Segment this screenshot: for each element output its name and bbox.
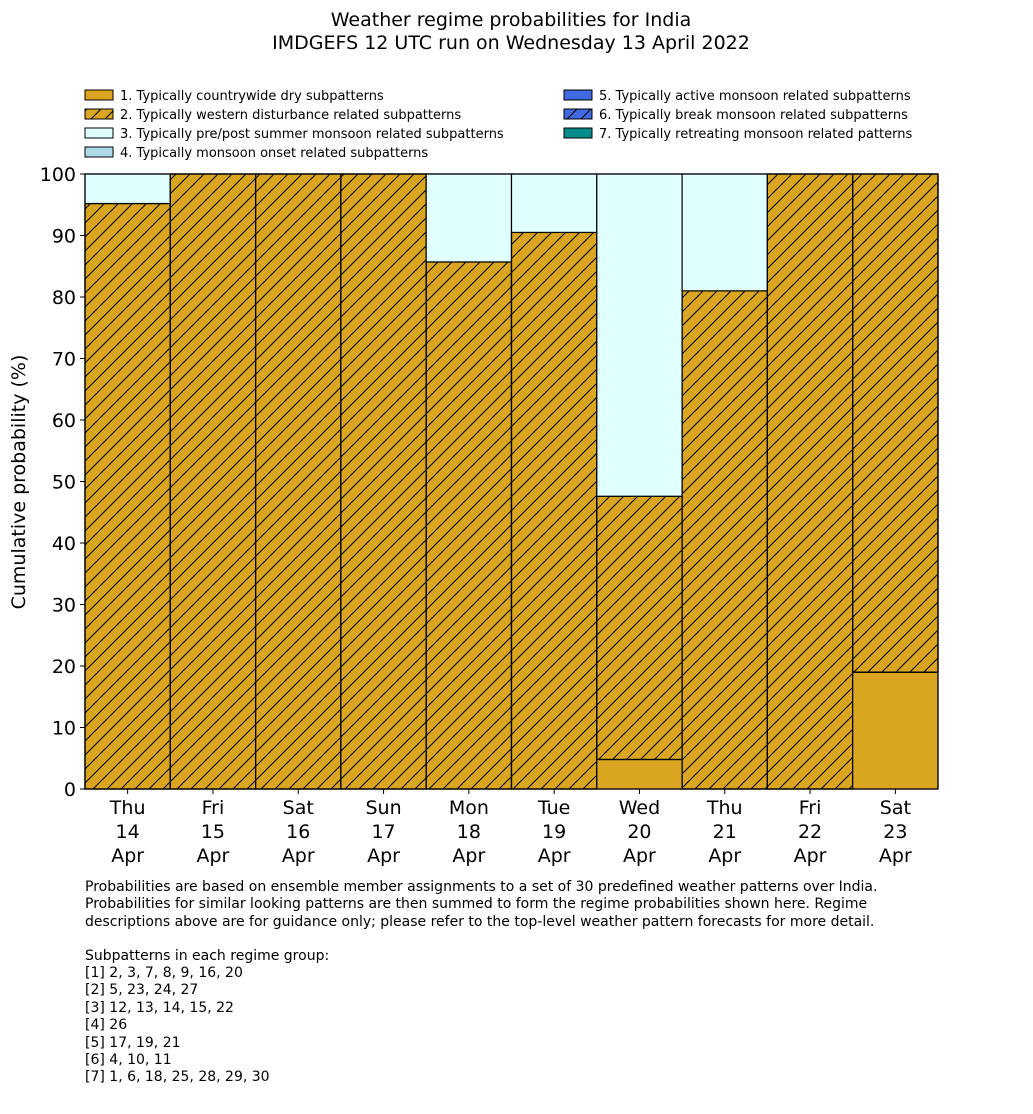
subpatterns-heading: Subpatterns in each regime group:: [85, 948, 330, 964]
y-tick-label: 30: [52, 595, 76, 617]
legend-swatch-4: [84, 146, 114, 158]
x-tick-label: Wed 20 Apr: [619, 797, 660, 867]
bar-series2-5-hatch: [425, 261, 513, 790]
y-axis-label: Cumulative probability (%): [8, 355, 30, 610]
bar-series2-6-hatch: [510, 231, 598, 790]
legend-swatch-1: [84, 89, 114, 101]
chart-legend: 1. Typically countrywide dry subpatterns…: [84, 89, 912, 161]
plot-frame: [84, 173, 939, 790]
x-tick-label: Thu 14 Apr: [109, 797, 146, 867]
x-tick-label: Sat 23 Apr: [879, 797, 912, 867]
subpattern-item: [6] 4, 10, 11: [85, 1052, 172, 1068]
y-tick-label: 10: [52, 718, 76, 740]
bar-series1-7: [596, 758, 683, 790]
bar-series3-5: [425, 173, 513, 263]
bar-series2-8-hatch: [681, 290, 768, 790]
legend-label-6: 6. Typically break monsoon related subpa…: [599, 108, 908, 123]
legend-swatch-7: [563, 127, 593, 139]
chart-title: Weather regime probabilities for India: [331, 9, 692, 31]
y-tick-label: 70: [52, 349, 76, 371]
bar-series2-3-hatch: [255, 173, 342, 790]
chart-bars: [84, 173, 939, 790]
regime-probability-chart: Weather regime probabilities for India I…: [8, 9, 939, 867]
bar-series3-1: [84, 173, 171, 205]
y-tick-label: 40: [52, 533, 76, 555]
bar-series2-2-hatch: [169, 173, 257, 790]
y-tick-label: 80: [52, 287, 76, 309]
bar-series3-7: [596, 173, 683, 497]
x-tick-label: Mon 18 Apr: [449, 797, 489, 867]
bar-series3-8: [681, 173, 768, 292]
subpattern-item: [7] 1, 6, 18, 25, 28, 29, 30: [85, 1069, 270, 1086]
legend-label-3: 3. Typically pre/post summer monsoon rel…: [120, 127, 504, 142]
bar-series3-6: [510, 173, 598, 234]
legend-swatch-5: [563, 89, 593, 101]
subpattern-item: [1] 2, 3, 7, 8, 9, 16, 20: [85, 965, 243, 981]
subpattern-item: [5] 17, 19, 21: [85, 1034, 181, 1051]
y-tick-label: 20: [52, 656, 76, 678]
legend-swatch-3: [84, 127, 114, 139]
subpattern-item: [3] 12, 13, 14, 15, 22: [85, 999, 234, 1016]
legend-label-4: 4. Typically monsoon onset related subpa…: [120, 146, 428, 161]
bar-series1-10: [852, 671, 939, 790]
x-tick-label: Tue 19 Apr: [537, 797, 571, 867]
bar-series2-10-hatch: [852, 173, 939, 673]
x-axis: Thu 14 Apr Fri 15 Apr Sat 16 Apr Sun 17 Apr Mon 18 Apr…: [109, 789, 912, 867]
x-tick-label: Sat 16 Apr: [282, 797, 315, 867]
bar-series2-4-hatch: [340, 173, 427, 790]
x-tick-label: Fri 15 Apr: [197, 797, 230, 867]
bar-series2-9-hatch: [766, 173, 854, 790]
chart-description: Probabilities are based on ensemble memb…: [85, 879, 878, 930]
legend-swatch-hatch-2: [84, 108, 114, 120]
x-tick-label: Thu 21 Apr: [706, 797, 743, 867]
x-tick-label: Sun 17 Apr: [365, 797, 401, 867]
chart-subtitle: IMDGEFS 12 UTC run on Wednesday 13 April…: [272, 32, 750, 54]
legend-label-7: 7. Typically retreating monsoon related …: [599, 127, 912, 142]
subpattern-item: [2] 5, 23, 24, 27: [85, 982, 199, 999]
bar-series2-7-hatch: [596, 495, 683, 761]
y-tick-label: 60: [52, 410, 76, 432]
legend-swatch-hatch-6: [563, 108, 593, 120]
bar-series2-1-hatch: [84, 202, 171, 790]
subpattern-item: [4] 26: [85, 1017, 128, 1034]
y-tick-label: 90: [52, 226, 76, 248]
legend-label-1: 1. Typically countrywide dry subpatterns: [120, 89, 384, 104]
legend-label-5: 5. Typically active monsoon related subp…: [599, 89, 911, 104]
y-tick-label: 100: [40, 164, 76, 186]
legend-label-2: 2. Typically western disturbance related…: [120, 108, 461, 123]
y-tick-label: 50: [52, 472, 76, 494]
y-axis: 0 10 20 30 40 50 60 70 80 90 100: [40, 164, 85, 801]
x-tick-label: Fri 22 Apr: [794, 797, 827, 867]
y-tick-label: 0: [64, 779, 76, 801]
